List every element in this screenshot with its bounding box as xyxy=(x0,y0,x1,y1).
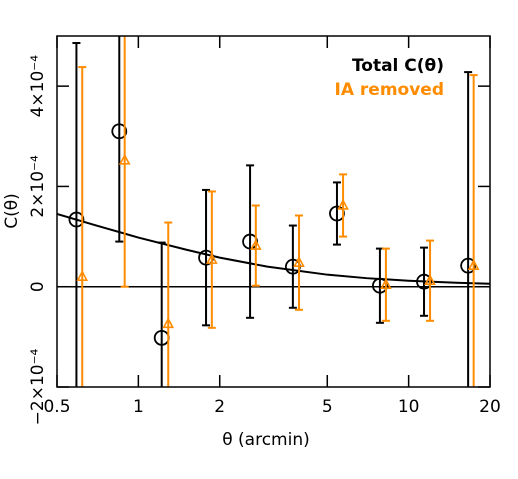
data-point xyxy=(111,123,128,140)
model-curve xyxy=(57,213,490,285)
data-point xyxy=(293,255,305,267)
data-point xyxy=(162,317,175,329)
data-point xyxy=(206,252,218,264)
data-point xyxy=(76,269,89,281)
legend-label: Total C(θ) xyxy=(352,56,444,76)
data-point xyxy=(467,258,480,270)
x-tick-label: 0.5 xyxy=(43,397,70,417)
y-tick-label: 2×10⁻⁴ xyxy=(28,155,48,218)
y-tick-label: 4×10⁻⁴ xyxy=(28,55,48,118)
y-tick-label: −2×10⁻⁴ xyxy=(28,348,48,425)
data-point xyxy=(372,277,388,294)
data-point xyxy=(380,277,392,290)
y-tick-label: 0 xyxy=(28,281,48,292)
data-point xyxy=(68,211,85,228)
x-tick-label: 2 xyxy=(214,397,225,417)
legend-label: IA removed xyxy=(335,80,445,100)
x-axis-label: θ (arcmin) xyxy=(222,430,310,450)
x-tick-label: 10 xyxy=(398,397,420,417)
x-tick-label: 20 xyxy=(479,397,501,417)
data-point xyxy=(337,198,349,210)
y-axis-label: C(θ) xyxy=(2,193,22,229)
data-point xyxy=(249,238,262,250)
x-tick-label: 5 xyxy=(322,397,333,417)
data-point xyxy=(460,257,477,274)
data-point xyxy=(118,153,131,165)
plot-area xyxy=(57,36,490,387)
axes-frame xyxy=(56,35,491,388)
data-point xyxy=(424,273,436,285)
x-tick-label: 1 xyxy=(133,397,144,417)
